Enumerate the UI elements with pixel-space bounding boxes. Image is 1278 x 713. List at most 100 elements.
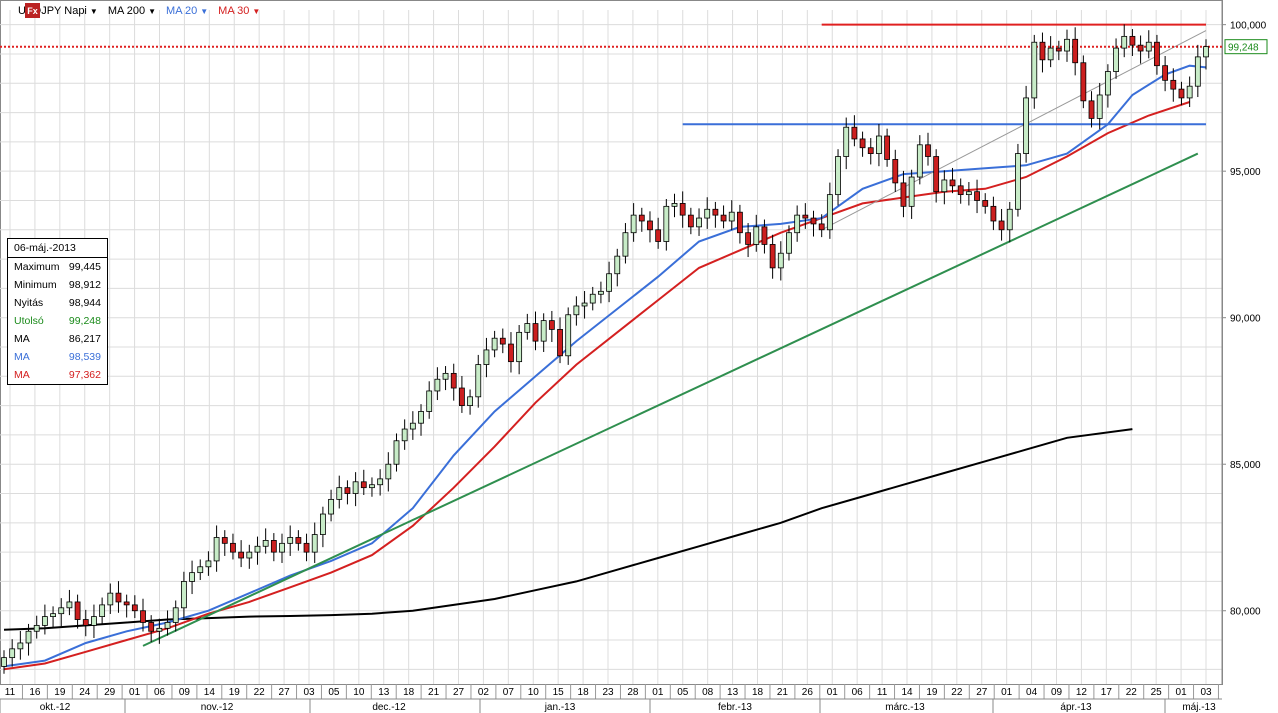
candle-body xyxy=(279,542,285,553)
candle-body xyxy=(884,135,891,160)
candle-body xyxy=(483,349,490,365)
candle-body xyxy=(916,144,923,178)
candle-body xyxy=(982,200,989,207)
candle-body xyxy=(826,194,833,231)
x-tick-label: 15 xyxy=(553,687,565,698)
candle-body xyxy=(867,147,874,154)
candle-body xyxy=(687,214,694,228)
x-tick-label: 16 xyxy=(29,687,41,698)
candle-body xyxy=(1104,71,1111,96)
candle-body xyxy=(1088,100,1095,119)
indicator-ma200[interactable]: MA 200 ▼ xyxy=(107,4,157,17)
candle-body xyxy=(524,323,531,333)
candle-body xyxy=(606,273,612,292)
last-price-box xyxy=(1224,39,1268,55)
candle-body xyxy=(1113,47,1119,72)
candle-body xyxy=(1096,94,1103,119)
candle-body xyxy=(344,487,351,494)
x-tick-label: 14 xyxy=(901,687,913,698)
x-tick-label: 01 xyxy=(129,687,141,698)
month-label: okt.-12 xyxy=(40,702,71,713)
x-tick-label: 25 xyxy=(1151,687,1163,698)
candle-body xyxy=(712,208,719,216)
candle-body xyxy=(148,622,155,632)
indicator-ma20[interactable]: MA 20 ▼ xyxy=(166,4,209,17)
x-tick-label: 03 xyxy=(1200,687,1212,698)
candle-body xyxy=(647,220,653,231)
candle-body xyxy=(91,616,97,626)
month-label: dec.-12 xyxy=(372,702,406,713)
candle-body xyxy=(58,607,65,615)
candle-body xyxy=(965,191,972,196)
candle-body xyxy=(270,540,277,553)
x-tick-label: 14 xyxy=(204,687,216,698)
candle-body xyxy=(25,630,32,644)
candle-body xyxy=(74,601,81,620)
candle-body xyxy=(9,648,16,659)
candle-body xyxy=(614,255,621,275)
candle-body xyxy=(123,601,130,606)
candle-body xyxy=(573,305,580,316)
x-tick-label: 05 xyxy=(328,687,340,698)
data-window: 06-máj.-2013 Maximum 99,445 Minimum 98,912… xyxy=(7,238,108,385)
candle-body xyxy=(1,657,7,667)
x-tick-label: 12 xyxy=(1076,687,1088,698)
data-row-maximum: Maximum 99,445 xyxy=(14,261,101,273)
candle-body xyxy=(900,182,907,207)
candle-body xyxy=(1170,79,1177,90)
candle-body xyxy=(393,440,400,465)
candle-body xyxy=(295,537,302,544)
fx-icon: Fx xyxy=(25,3,40,18)
candle-body xyxy=(908,176,915,207)
candle-body xyxy=(557,329,563,357)
candle-body xyxy=(1047,47,1054,61)
x-tick-label: 17 xyxy=(1101,687,1113,698)
candle-body xyxy=(180,581,187,609)
candle-body xyxy=(426,390,433,412)
x-tick-label: 28 xyxy=(627,687,639,698)
candle-body xyxy=(581,302,588,307)
candle-body xyxy=(974,191,980,201)
candle-body xyxy=(704,208,711,219)
candle-body xyxy=(859,138,866,149)
candle-body xyxy=(41,616,48,626)
ma20-line xyxy=(3,64,1207,668)
month-label: jan.-13 xyxy=(544,702,576,713)
x-tick-label: 22 xyxy=(254,687,266,698)
x-tick-label: 23 xyxy=(602,687,614,698)
candle-body xyxy=(1031,41,1038,99)
month-label: febr.-13 xyxy=(718,702,752,713)
candle-body xyxy=(769,244,776,269)
candle-body xyxy=(957,185,964,196)
x-tick-label: 08 xyxy=(702,687,714,698)
candle-body xyxy=(598,290,604,295)
candle-body xyxy=(238,551,245,559)
y-tick-label: 80,000 xyxy=(1230,607,1261,618)
candle-body xyxy=(622,232,629,257)
candle-body xyxy=(254,545,261,553)
indicator-ma30[interactable]: MA 30 ▼ xyxy=(218,4,261,17)
candle-body xyxy=(287,537,294,544)
ma200-line xyxy=(3,428,1133,631)
x-tick-label: 18 xyxy=(752,687,764,698)
candle-body xyxy=(107,592,114,606)
candle-body xyxy=(475,364,482,398)
x-tick-label: 27 xyxy=(279,687,291,698)
candle-body xyxy=(638,214,645,222)
candle-body xyxy=(1129,35,1136,46)
candle-body xyxy=(369,484,375,489)
data-row-minimum: Minimum 98,912 xyxy=(14,279,101,291)
candle-body xyxy=(728,211,735,222)
candle-body xyxy=(630,214,637,234)
candle-body xyxy=(311,534,318,553)
candle-body xyxy=(303,542,310,553)
candle-body xyxy=(319,513,326,535)
candle-body xyxy=(156,627,163,632)
candle-body xyxy=(1006,208,1013,231)
candle-body xyxy=(516,331,523,363)
candle-body xyxy=(1080,62,1087,102)
x-tick-label: 03 xyxy=(303,687,315,698)
candle-body xyxy=(246,551,253,559)
candle-body xyxy=(360,481,367,489)
